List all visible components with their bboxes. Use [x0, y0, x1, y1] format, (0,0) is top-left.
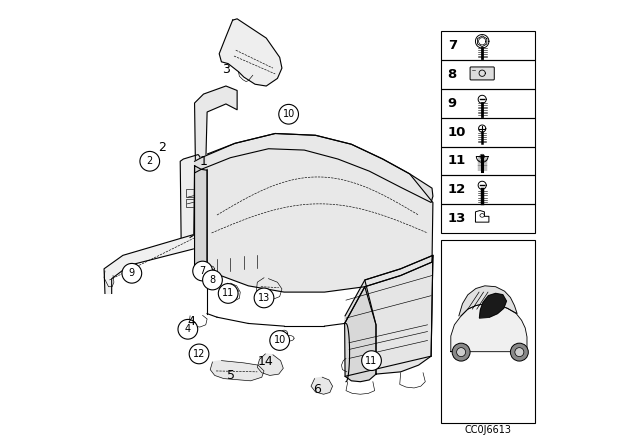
Circle shape	[193, 261, 212, 281]
Text: 5: 5	[227, 369, 236, 382]
Polygon shape	[180, 155, 200, 237]
Text: 10: 10	[448, 125, 466, 139]
Text: 1: 1	[200, 155, 207, 168]
Bar	[186, 189, 196, 197]
FancyBboxPatch shape	[470, 67, 494, 80]
Circle shape	[362, 351, 381, 370]
Circle shape	[515, 348, 524, 357]
Circle shape	[178, 319, 198, 339]
Text: 14: 14	[257, 355, 273, 368]
Text: 12: 12	[448, 183, 466, 196]
Text: 13: 13	[258, 293, 270, 303]
Polygon shape	[365, 255, 433, 374]
Bar	[441, 175, 535, 204]
Text: 2: 2	[158, 141, 166, 155]
Circle shape	[254, 288, 274, 308]
Text: 2: 2	[147, 156, 153, 166]
Polygon shape	[311, 377, 333, 394]
Text: 7: 7	[200, 266, 205, 276]
Text: 8: 8	[448, 68, 457, 81]
Polygon shape	[195, 134, 433, 202]
Text: 9: 9	[129, 268, 135, 278]
Circle shape	[140, 151, 159, 171]
Text: 13: 13	[448, 212, 466, 225]
Circle shape	[270, 331, 289, 350]
Text: 10: 10	[273, 336, 286, 345]
Polygon shape	[344, 287, 376, 382]
Polygon shape	[210, 361, 264, 381]
Text: 9: 9	[448, 97, 457, 110]
Text: 4: 4	[185, 324, 191, 334]
Text: CC0J6613: CC0J6613	[465, 425, 511, 435]
Circle shape	[122, 263, 141, 283]
Bar	[441, 146, 535, 175]
Bar	[186, 199, 196, 207]
Polygon shape	[451, 304, 527, 352]
Circle shape	[452, 343, 470, 361]
Polygon shape	[195, 166, 207, 272]
Bar	[441, 204, 535, 233]
Circle shape	[218, 284, 238, 303]
Polygon shape	[104, 233, 205, 293]
Polygon shape	[257, 354, 284, 375]
Polygon shape	[207, 134, 433, 292]
Text: 8: 8	[209, 275, 216, 285]
Text: 7: 7	[448, 39, 457, 52]
Text: 4: 4	[188, 315, 195, 328]
Polygon shape	[344, 255, 433, 323]
Bar	[441, 240, 535, 423]
Bar	[441, 31, 535, 60]
Polygon shape	[479, 293, 506, 318]
Bar	[441, 89, 535, 118]
Circle shape	[203, 270, 222, 290]
Text: 11: 11	[222, 289, 234, 298]
Text: 11: 11	[448, 155, 466, 168]
Bar	[441, 60, 535, 89]
Polygon shape	[195, 86, 237, 166]
Text: 12: 12	[193, 349, 205, 359]
Bar	[441, 118, 535, 146]
Text: 3: 3	[222, 63, 230, 76]
Polygon shape	[459, 286, 517, 316]
Text: 11: 11	[365, 356, 378, 366]
Circle shape	[456, 348, 466, 357]
Text: 6: 6	[313, 383, 321, 396]
Text: 10: 10	[282, 109, 295, 119]
Polygon shape	[219, 19, 282, 86]
Circle shape	[189, 344, 209, 364]
Circle shape	[279, 104, 298, 124]
Circle shape	[510, 343, 528, 361]
